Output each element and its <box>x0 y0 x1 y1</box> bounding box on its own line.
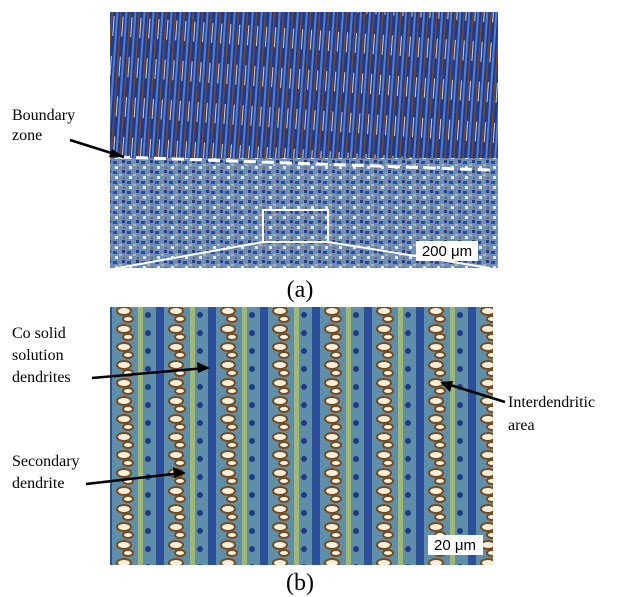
annotation: zone <box>12 127 42 144</box>
annotation: area <box>508 417 535 434</box>
scale-bar: 200 μm <box>422 243 472 260</box>
annotation: dendrites <box>12 369 71 386</box>
annotation: solution <box>12 347 64 364</box>
panel-label: (a) <box>287 277 314 303</box>
micrograph-zoom <box>110 307 493 565</box>
annotation: Secondary <box>12 453 80 470</box>
scale-bar: 20 μm <box>434 537 476 554</box>
annotation: Co solid <box>12 325 66 342</box>
annotation: dendrite <box>12 475 64 492</box>
panel-label: (b) <box>286 570 314 596</box>
annotation: Interdendritic <box>508 394 595 411</box>
figure: 200 μm Boundary zone (a) 20 μm Co solid … <box>0 0 633 597</box>
micrograph-top <box>110 12 498 160</box>
annotation: Boundary <box>12 107 75 124</box>
